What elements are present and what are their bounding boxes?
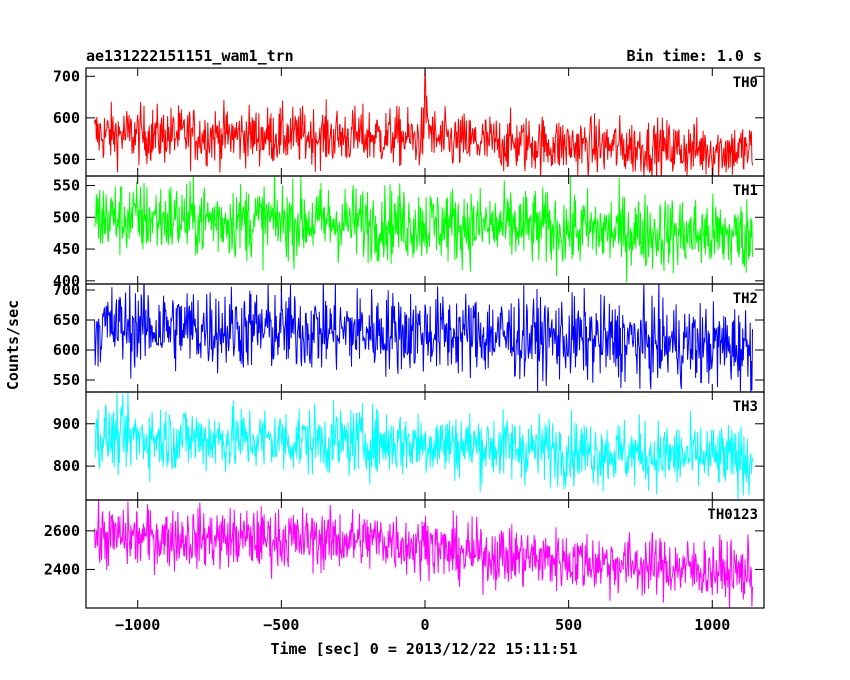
x-tick-label: 1000 [694, 616, 730, 634]
panel-th3: 800 900 TH3 [53, 391, 765, 501]
x-tick-label: −500 [263, 616, 299, 634]
y-tick-label: 450 [53, 240, 80, 258]
panel-th0123: 2400 2600 TH0123 [44, 499, 765, 609]
series-line-th0123 [94, 500, 753, 608]
y-tick-label: 700 [53, 281, 80, 299]
x-tick-label: −1000 [115, 616, 160, 634]
series-line-th0 [94, 68, 753, 176]
panel-label-th0123: TH0123 [707, 507, 758, 523]
x-tick-label: 500 [555, 616, 582, 634]
y-axis-label: Counts/sec [4, 300, 22, 390]
panel-th0: 500 600 700 TH0 [53, 67, 765, 177]
x-tick-label: 0 [420, 616, 429, 634]
series-line-th1 [94, 176, 753, 283]
panel-label-th2: TH2 [733, 291, 758, 307]
y-tick-label: 500 [53, 150, 80, 168]
y-tick-label: 500 [53, 208, 80, 226]
series-line-th2 [94, 284, 753, 392]
y-tick-label: 700 [53, 67, 80, 85]
y-tick-label: 2600 [44, 522, 80, 540]
y-tick-label: 400 [53, 272, 80, 290]
y-tick-label: 800 [53, 457, 80, 475]
chart-title: ae131222151151_wam1_trn [86, 47, 294, 65]
y-tick-label: 650 [53, 311, 80, 329]
panels-group: 500 600 700 TH0 400 450 500 550 TH1 550 600 650 700 T… [44, 67, 765, 634]
y-tick-label: 600 [53, 109, 80, 127]
series-line-th3 [94, 392, 753, 500]
x-axis-label: Time [sec] 0 = 2013/12/22 15:11:51 [270, 640, 577, 658]
panel-label-th1: TH1 [733, 183, 758, 199]
panel-label-th0: TH0 [733, 75, 758, 91]
y-tick-label: 600 [53, 341, 80, 359]
panel-th1: 400 450 500 550 TH1 [53, 175, 765, 290]
y-tick-label: 2400 [44, 560, 80, 578]
bin-time-label: Bin time: 1.0 s [627, 47, 762, 65]
y-tick-label: 550 [53, 177, 80, 195]
y-tick-label: 900 [53, 415, 80, 433]
panel-label-th3: TH3 [733, 399, 758, 415]
y-tick-label: 550 [53, 371, 80, 389]
panel-th2: 550 600 650 700 TH2 [53, 281, 765, 393]
